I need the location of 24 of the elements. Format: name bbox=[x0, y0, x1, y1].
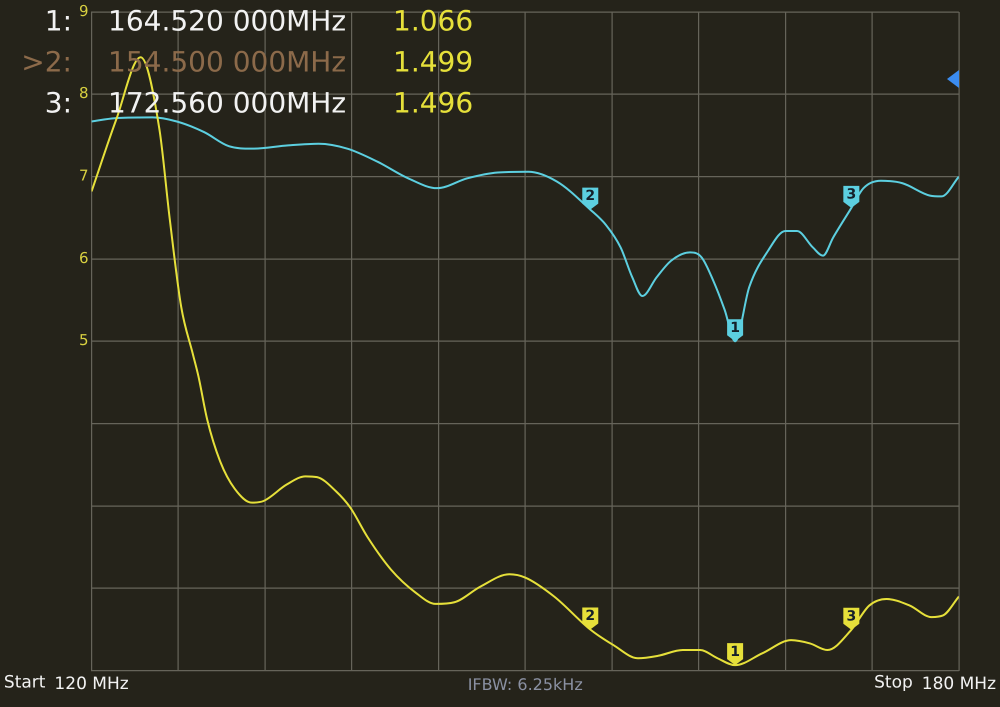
annotation: 164.520 000MHz bbox=[108, 4, 346, 38]
y-tick-label: 7 bbox=[78, 166, 89, 185]
y-tick-label: 9 bbox=[78, 2, 89, 20]
text: 1: bbox=[44, 4, 72, 38]
annotation: 2 bbox=[585, 188, 596, 204]
annotation: 1.496 bbox=[393, 86, 474, 120]
annotation: 1 bbox=[730, 320, 740, 336]
y-tick-label: 6 bbox=[78, 248, 89, 267]
line-series bbox=[92, 116, 959, 342]
text: Start bbox=[4, 672, 46, 693]
text: Stop bbox=[874, 672, 913, 693]
text: IFBW: 6.25kHz bbox=[468, 674, 583, 694]
text: >2: bbox=[21, 45, 72, 78]
annotation: 1.499 bbox=[393, 45, 474, 78]
annotation: 2 bbox=[585, 608, 596, 624]
annotation: 1 bbox=[730, 644, 740, 660]
annotation: 1.066 bbox=[393, 4, 474, 38]
x-tick-label: 180 MHz bbox=[922, 674, 996, 694]
text: 3: bbox=[44, 86, 72, 120]
annotation: 3 bbox=[846, 186, 856, 203]
y-tick-label: 5 bbox=[78, 331, 89, 350]
y-tick-label: 8 bbox=[78, 84, 89, 102]
annotation: 3 bbox=[846, 608, 856, 624]
x-tick-label: 120 MHz bbox=[54, 674, 129, 694]
